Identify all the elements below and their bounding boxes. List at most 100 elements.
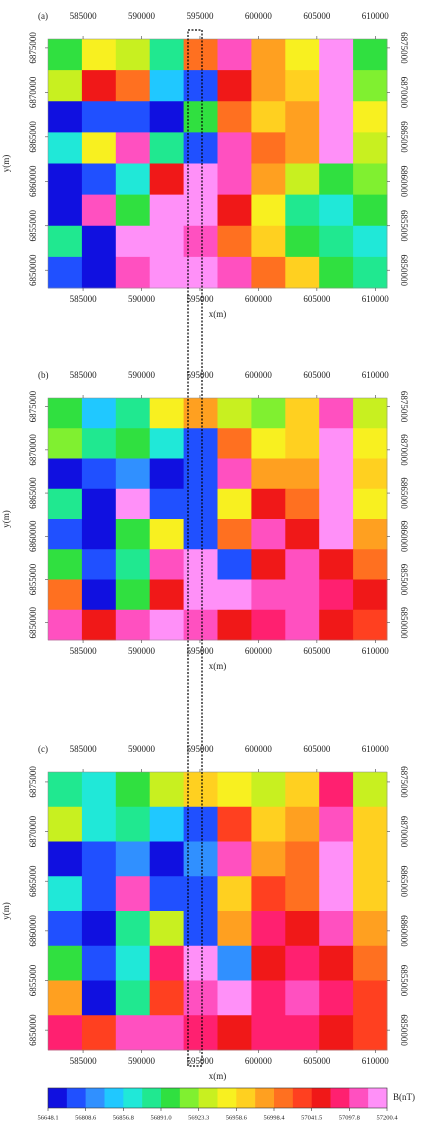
heat-cell (251, 1015, 286, 1051)
heat-cell (217, 1015, 252, 1051)
x-axis-label: x(m) (209, 1071, 227, 1081)
heat-cell (251, 806, 286, 842)
heat-cell (285, 609, 320, 641)
heat-cell (183, 549, 218, 580)
heat-cell (217, 256, 252, 289)
colorbar-swatch (85, 1088, 105, 1108)
x-tick-label-top: 600000 (245, 744, 273, 754)
heat-cell (353, 458, 388, 490)
colorbar-swatch (349, 1088, 369, 1108)
heat-cell (48, 1015, 83, 1051)
heat-cell (115, 806, 151, 842)
heat-cell (319, 772, 354, 808)
heat-cell (285, 980, 320, 1016)
heat-cell (217, 225, 252, 258)
heat-cell (251, 256, 286, 289)
colorbar-swatch (217, 1088, 237, 1108)
y-tick-label-right: 6850000 (399, 607, 409, 639)
heat-cell (183, 806, 218, 842)
heat-cell (285, 841, 320, 877)
colorbar-swatch (311, 1088, 331, 1108)
y-tick-label: 6870000 (28, 434, 38, 466)
heat-cell (183, 876, 218, 912)
heat-cell (251, 428, 286, 459)
heat-cell (285, 194, 320, 227)
x-tick-label-top: 595000 (186, 11, 214, 21)
y-tick-label: 6875000 (28, 766, 38, 798)
x-tick-label-top: 605000 (303, 744, 331, 754)
heat-cell (48, 225, 83, 258)
highlight-box (187, 29, 203, 1067)
heat-cell (149, 101, 184, 133)
y-tick-label-right: 6855000 (399, 210, 409, 242)
heat-cell (285, 579, 320, 611)
x-tick-label-top: 585000 (70, 11, 98, 21)
heat-cell (353, 70, 388, 102)
heat-cell (251, 458, 286, 490)
colorbar-swatch (274, 1088, 294, 1108)
heat-cell (319, 1015, 354, 1051)
x-tick-label-top: 585000 (70, 744, 98, 754)
heat-cell (353, 39, 388, 71)
heat-cell (285, 39, 320, 71)
heat-cell (285, 488, 320, 520)
heat-cell (183, 194, 218, 227)
y-tick-label: 6855000 (28, 563, 38, 595)
heat-cell (149, 841, 184, 877)
heat-cell (353, 841, 388, 877)
y-tick-label: 6870000 (28, 76, 38, 108)
heat-cell (149, 458, 184, 490)
heat-cell (217, 428, 252, 459)
heat-cell (353, 132, 388, 164)
heat-cell (48, 772, 83, 808)
heat-cell (48, 579, 83, 611)
plot-frame (47, 38, 388, 289)
colorbar-swatch (198, 1088, 218, 1108)
colorbar-label: B(nT) (393, 1092, 415, 1102)
x-tick-label-top: 590000 (128, 744, 156, 754)
heat-cell (48, 163, 83, 196)
y-axis-label: y(m) (1, 155, 11, 173)
colorbar-swatch (236, 1088, 256, 1108)
x-tick-label-top: 605000 (303, 11, 331, 21)
heat-cell (319, 519, 354, 550)
y-tick-label-right: 6860000 (399, 915, 409, 947)
x-tick-label-top: 600000 (245, 11, 273, 21)
colorbar-tick-label: 56856.8 (113, 1114, 134, 1121)
heat-cell (251, 549, 286, 580)
heat-cell (319, 458, 354, 490)
heat-cell (115, 772, 151, 808)
colorbar-swatch (104, 1088, 124, 1108)
heat-cell (285, 132, 320, 164)
x-tick-label: 610000 (362, 294, 390, 304)
heat-cell (149, 194, 184, 227)
heat-cell (353, 945, 388, 981)
x-tick-label: 605000 (303, 294, 331, 304)
heat-cell (81, 225, 117, 258)
heat-cell (81, 70, 117, 102)
y-tick-label: 6870000 (28, 815, 38, 847)
y-tick-label: 6860000 (28, 165, 38, 197)
heat-cell (81, 579, 117, 611)
heat-cell (353, 256, 388, 289)
heat-cell (81, 519, 117, 550)
heat-cell (183, 225, 218, 258)
y-tick-label: 6865000 (28, 477, 38, 509)
x-tick-label: 600000 (245, 646, 273, 656)
heat-cell (217, 945, 252, 981)
heat-cell (48, 488, 83, 520)
y-tick-label: 6855000 (28, 210, 38, 242)
heat-cell (285, 806, 320, 842)
heat-cell (149, 132, 184, 164)
heat-cell (81, 945, 117, 981)
y-tick-label-right: 6875000 (399, 32, 409, 64)
y-tick-label: 6865000 (28, 121, 38, 153)
heat-cell (251, 132, 286, 164)
colorbar-swatch (255, 1088, 275, 1108)
heat-cell (217, 519, 252, 550)
x-tick-label-top: 610000 (362, 11, 390, 21)
heat-cell (217, 163, 252, 196)
heat-cell (319, 70, 354, 102)
heat-cell (115, 488, 151, 520)
